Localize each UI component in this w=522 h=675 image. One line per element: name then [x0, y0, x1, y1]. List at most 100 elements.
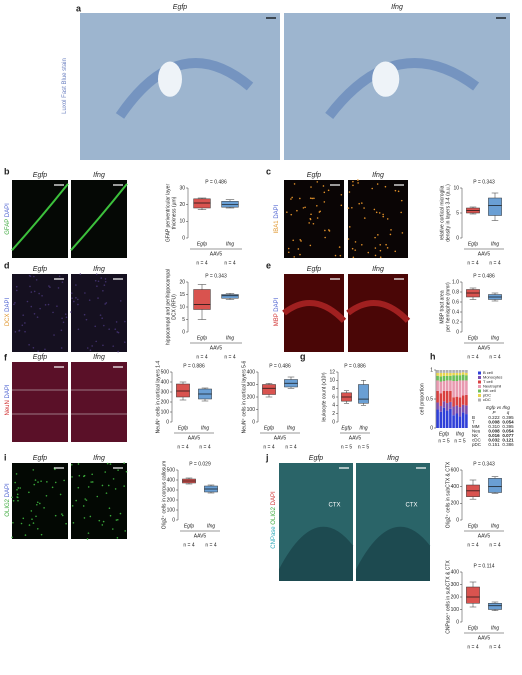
cell [339, 254, 342, 257]
cell [70, 311, 72, 313]
cell [95, 340, 97, 343]
y-tick-label: 0 [166, 419, 169, 425]
y-axis-label: relative cortical microglia [439, 185, 445, 240]
cell [347, 207, 350, 209]
cell [117, 331, 120, 334]
cell [104, 278, 107, 280]
n-label: n = 4 [183, 542, 194, 548]
cell [379, 256, 382, 259]
bar-segment [439, 393, 443, 406]
bar-segment [445, 403, 449, 411]
cell [91, 481, 94, 483]
micrograph [71, 274, 127, 352]
bar-segment [436, 380, 439, 391]
y-tick-label: 400 [167, 477, 176, 483]
cell [40, 480, 42, 482]
y-tick-label: 10 [179, 219, 185, 225]
cell [109, 514, 112, 517]
stain-label: DCX DAPI [5, 297, 11, 326]
cell [299, 197, 301, 200]
cell [107, 484, 110, 487]
micrograph [71, 362, 127, 442]
y-tick-label: 30 [179, 185, 185, 191]
y-tick-label: 400 [451, 484, 460, 490]
legend-label: Neutrophil [483, 384, 501, 389]
y-tick-label: 200 [161, 399, 170, 405]
cell [48, 285, 50, 287]
bar-segment [439, 405, 443, 412]
cell [35, 279, 38, 281]
table-cell: B [472, 415, 475, 420]
cell [77, 298, 79, 301]
group-label: AAV5 [478, 345, 491, 351]
cell [21, 324, 24, 327]
cell [29, 275, 32, 277]
cell [79, 273, 82, 276]
y-axis-label: cell proportion [419, 383, 425, 415]
cell [114, 488, 117, 490]
cell [96, 495, 99, 498]
bar-segment [452, 397, 455, 407]
cell [28, 491, 30, 494]
cell [89, 349, 92, 352]
cell [352, 180, 354, 183]
cell [15, 285, 18, 288]
bar-segment [442, 401, 446, 408]
y-tick-label: 0.6 [452, 299, 459, 305]
cell [374, 247, 377, 249]
y-tick-label: 10 [329, 378, 335, 384]
cell [322, 185, 325, 187]
stain-word: OLIG2 [5, 498, 11, 516]
bar-segment [436, 375, 439, 381]
legend-swatch [478, 394, 481, 397]
cell [106, 462, 109, 465]
micrograph [348, 180, 408, 258]
stain-word: DAPI [274, 297, 280, 311]
bar-segment [458, 397, 462, 408]
table-cell: 0.310 [488, 424, 500, 429]
table-cell: MM [472, 424, 480, 429]
bar-segment [449, 380, 452, 391]
cell [125, 470, 128, 473]
panel-label: g [300, 351, 306, 361]
p-value: P = 0.486 [205, 179, 227, 185]
cell [374, 254, 377, 257]
cell [109, 463, 112, 465]
x-tick-label: Egfp [184, 523, 195, 529]
cell [286, 211, 288, 213]
y-tick-label: 200 [247, 394, 256, 400]
legend-swatch [478, 389, 481, 393]
cell [46, 481, 48, 483]
bar-segment [455, 381, 459, 397]
cell [114, 328, 117, 331]
y-tick-label: 8 [332, 386, 335, 392]
image-title: Ifng [387, 455, 399, 462]
cell [351, 247, 354, 250]
cell [38, 292, 40, 295]
cell [32, 469, 35, 471]
cell [354, 241, 357, 243]
table-cell: 0.032 [488, 438, 500, 443]
cell [77, 486, 80, 489]
cell [63, 479, 65, 482]
cell [36, 501, 39, 504]
cell [115, 519, 118, 521]
gfap-layer [11, 183, 69, 251]
x-tick-label: Egfp [341, 425, 352, 431]
cell [44, 304, 47, 306]
bar-segment [458, 380, 462, 398]
n-label: n = 4 [263, 444, 274, 450]
cell [291, 196, 293, 199]
x-tick-label: Ifng [359, 425, 368, 431]
cell [62, 321, 65, 324]
box [221, 294, 239, 299]
bar-segment [449, 401, 452, 409]
cell [360, 243, 363, 246]
cell [98, 519, 101, 522]
cell [95, 273, 98, 276]
y-tick-label: 0 [172, 517, 175, 523]
bar-segment [461, 395, 465, 405]
x-tick-label: Egfp [178, 425, 189, 431]
image-title: Egfp [307, 266, 322, 273]
y-tick-label: 100 [161, 409, 170, 415]
